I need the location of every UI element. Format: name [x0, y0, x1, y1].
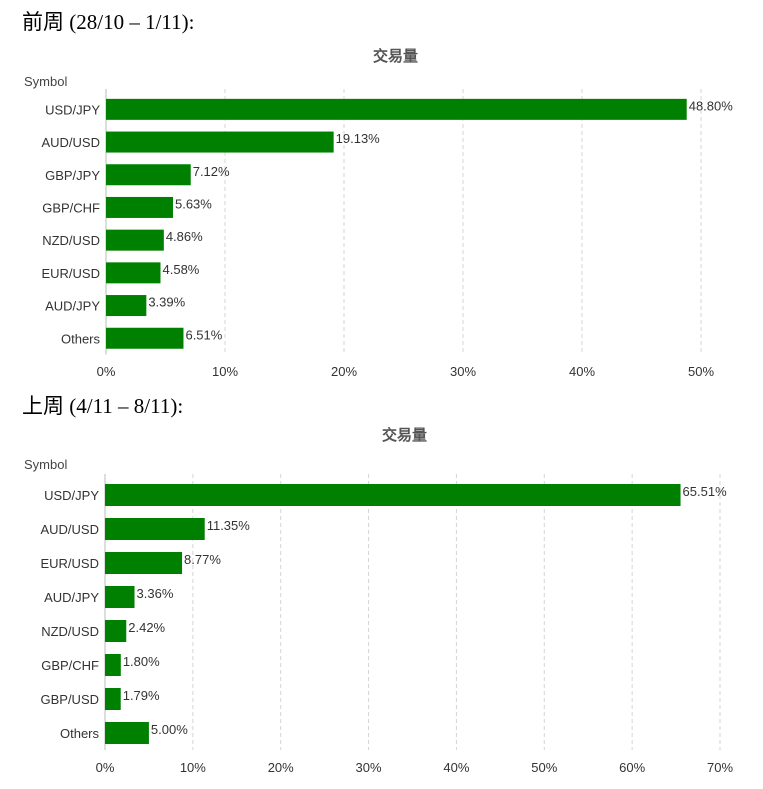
bar: [106, 327, 184, 349]
x-tick-label: 20%: [331, 364, 357, 379]
data-label: 7.12%: [193, 164, 230, 179]
category-label: GBP/CHF: [41, 658, 99, 673]
data-label: 19.13%: [336, 131, 381, 146]
bar: [105, 722, 149, 744]
x-tick-label: 10%: [180, 760, 206, 775]
volume-chart-previous-week: 交易量 Symbol 0% 10% 20% 30% 40% 50% USD/JPY 48.80% A…: [24, 47, 734, 379]
data-label: 1.79%: [123, 688, 160, 703]
y-axis-title: Symbol: [24, 457, 67, 472]
data-label: 4.58%: [163, 262, 200, 277]
category-label: GBP/USD: [40, 692, 99, 707]
data-label: 48.80%: [689, 98, 734, 113]
category-label: AUD/JPY: [44, 590, 99, 605]
bar: [106, 164, 191, 186]
bar: [106, 295, 147, 317]
x-tick-label: 70%: [707, 760, 733, 775]
bar: [105, 484, 681, 506]
category-label: EUR/USD: [41, 266, 100, 281]
x-tick-label: 50%: [531, 760, 557, 775]
volume-chart-last-week: 交易量 Symbol 0% 10% 20% 30% 40% 50% 60% 70% USD/JPY 6…: [24, 426, 733, 775]
category-label: GBP/CHF: [42, 200, 100, 215]
chart-title: 交易量: [382, 426, 427, 444]
section-heading-last-week: 上周 (4/11 – 8/11):: [22, 394, 184, 418]
bar: [106, 229, 164, 251]
category-label: USD/JPY: [45, 102, 100, 117]
section-heading-previous-week: 前周 (28/10 – 1/11):: [22, 10, 195, 34]
data-label: 6.51%: [185, 327, 222, 342]
bar: [105, 552, 183, 574]
category-label: AUD/USD: [40, 522, 99, 537]
x-tick-label: 20%: [268, 760, 294, 775]
bar: [105, 688, 121, 710]
bar: [106, 196, 173, 218]
bar: [106, 262, 161, 284]
bar: [105, 620, 127, 642]
bar: [106, 98, 687, 120]
data-label: 5.00%: [151, 722, 188, 737]
data-label: 65.51%: [683, 484, 728, 499]
chart-title: 交易量: [373, 47, 418, 65]
bar: [106, 131, 334, 153]
data-label: 3.36%: [137, 586, 174, 601]
bar: [105, 518, 205, 540]
x-tick-label: 40%: [443, 760, 469, 775]
category-label: Others: [60, 726, 100, 741]
data-label: 5.63%: [175, 196, 212, 211]
category-label: GBP/JPY: [45, 168, 100, 183]
category-label: AUD/JPY: [45, 299, 100, 314]
x-tick-label: 50%: [688, 364, 714, 379]
x-tick-label: 0%: [96, 760, 115, 775]
x-tick-label: 30%: [450, 364, 476, 379]
y-axis-title: Symbol: [24, 74, 67, 89]
category-label: NZD/USD: [42, 233, 100, 248]
x-tick-label: 60%: [619, 760, 645, 775]
category-label: Others: [61, 331, 101, 346]
data-label: 3.39%: [148, 295, 185, 310]
category-label: NZD/USD: [41, 624, 99, 639]
category-label: AUD/USD: [41, 135, 100, 150]
x-tick-label: 10%: [212, 364, 238, 379]
data-label: 1.80%: [123, 654, 160, 669]
data-label: 4.86%: [166, 229, 203, 244]
category-label: EUR/USD: [40, 556, 99, 571]
x-tick-label: 40%: [569, 364, 595, 379]
x-tick-label: 30%: [356, 760, 382, 775]
bar: [105, 586, 135, 608]
data-label: 8.77%: [184, 552, 221, 567]
data-label: 11.35%: [207, 518, 251, 533]
x-tick-label: 0%: [97, 364, 116, 379]
category-label: USD/JPY: [44, 488, 99, 503]
data-label: 2.42%: [128, 620, 165, 635]
bar: [105, 654, 121, 676]
